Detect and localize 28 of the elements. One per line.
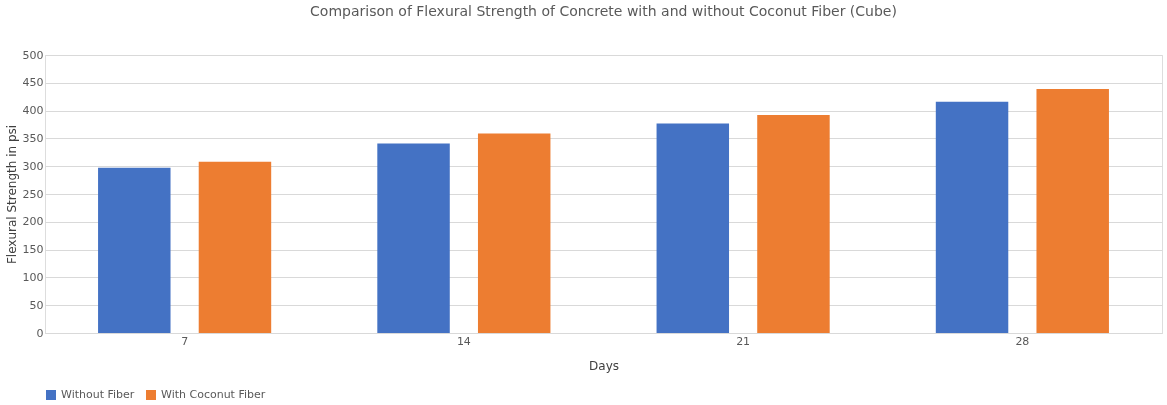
y-tick-label: 100	[22, 270, 44, 284]
y-axis-title: Flexural Strength in psi	[4, 124, 19, 265]
bar	[198, 161, 272, 333]
y-tick-label: 50	[29, 298, 44, 312]
bar	[656, 123, 730, 333]
legend-label: With Coconut Fiber	[161, 388, 266, 401]
bar	[757, 115, 830, 333]
chart-title: Comparison of Flexural Strength of Concrete with and without Coconut Fiber (Cube)	[310, 3, 897, 19]
y-tick-label: 450	[22, 76, 44, 90]
bar	[1036, 88, 1109, 333]
x-tick-label: 7	[181, 334, 189, 348]
bar	[377, 143, 450, 333]
x-axis-title: Days	[589, 358, 619, 373]
legend-label: Without Fiber	[61, 388, 135, 401]
y-tick-label: 400	[22, 104, 44, 118]
bar	[98, 167, 171, 333]
x-tick-label: 14	[456, 334, 471, 348]
y-tick-label: 300	[22, 159, 44, 173]
bar	[935, 101, 1009, 333]
y-tick-label: 250	[22, 187, 44, 201]
bar	[477, 133, 551, 333]
y-tick-label: 500	[22, 48, 44, 62]
x-tick-label: 28	[1015, 334, 1030, 348]
y-tick-label: 0	[36, 326, 44, 340]
x-tick-label: 21	[736, 334, 751, 348]
y-tick-label: 350	[22, 131, 44, 145]
y-tick-label: 150	[22, 243, 44, 257]
y-tick-label: 200	[22, 215, 44, 229]
